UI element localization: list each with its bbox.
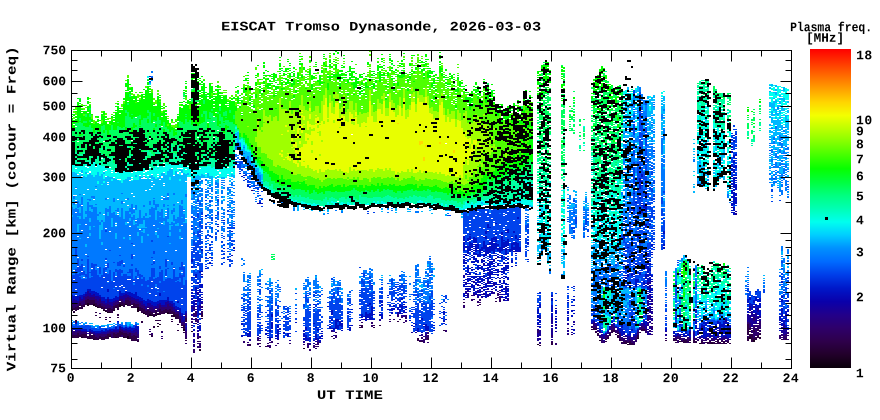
svg-text:12: 12: [423, 371, 440, 386]
svg-text:2: 2: [127, 371, 135, 386]
svg-text:10: 10: [856, 113, 873, 128]
svg-text:500: 500: [43, 99, 67, 114]
svg-text:UT TIME: UT TIME: [317, 388, 383, 403]
svg-text:750: 750: [43, 43, 67, 58]
svg-text:8: 8: [307, 371, 315, 386]
svg-text:20: 20: [663, 371, 680, 386]
svg-text:10: 10: [363, 371, 380, 386]
svg-text:4: 4: [187, 371, 195, 386]
svg-text:200: 200: [43, 226, 67, 241]
svg-text:0: 0: [67, 371, 75, 386]
svg-text:75: 75: [50, 361, 66, 376]
svg-text:400: 400: [43, 130, 67, 145]
svg-text:4: 4: [856, 213, 864, 228]
svg-text:16: 16: [543, 371, 560, 386]
svg-text:5: 5: [856, 189, 864, 204]
svg-text:8: 8: [856, 137, 864, 152]
svg-text:6: 6: [247, 371, 255, 386]
svg-text:[MHz]: [MHz]: [806, 31, 844, 46]
svg-text:EISCAT Tromso Dynasonde, 2026-: EISCAT Tromso Dynasonde, 2026-03-03: [221, 19, 541, 34]
svg-text:24: 24: [783, 371, 800, 386]
svg-text:2: 2: [856, 290, 864, 305]
svg-text:Plasma freq.: Plasma freq.: [790, 20, 872, 35]
svg-text:7: 7: [856, 152, 864, 167]
svg-text:18: 18: [856, 48, 873, 63]
svg-text:3: 3: [856, 245, 864, 260]
svg-text:22: 22: [723, 371, 740, 386]
svg-text:1: 1: [856, 366, 864, 381]
svg-text:14: 14: [483, 371, 500, 386]
svg-text:600: 600: [43, 74, 67, 89]
svg-text:6: 6: [856, 169, 864, 184]
svg-text:Virtual Range [km] (colour = F: Virtual Range [km] (colour = Freq): [4, 46, 19, 371]
svg-text:18: 18: [603, 371, 620, 386]
svg-text:300: 300: [43, 170, 67, 185]
svg-text:9: 9: [856, 124, 864, 139]
svg-text:100: 100: [43, 321, 67, 336]
